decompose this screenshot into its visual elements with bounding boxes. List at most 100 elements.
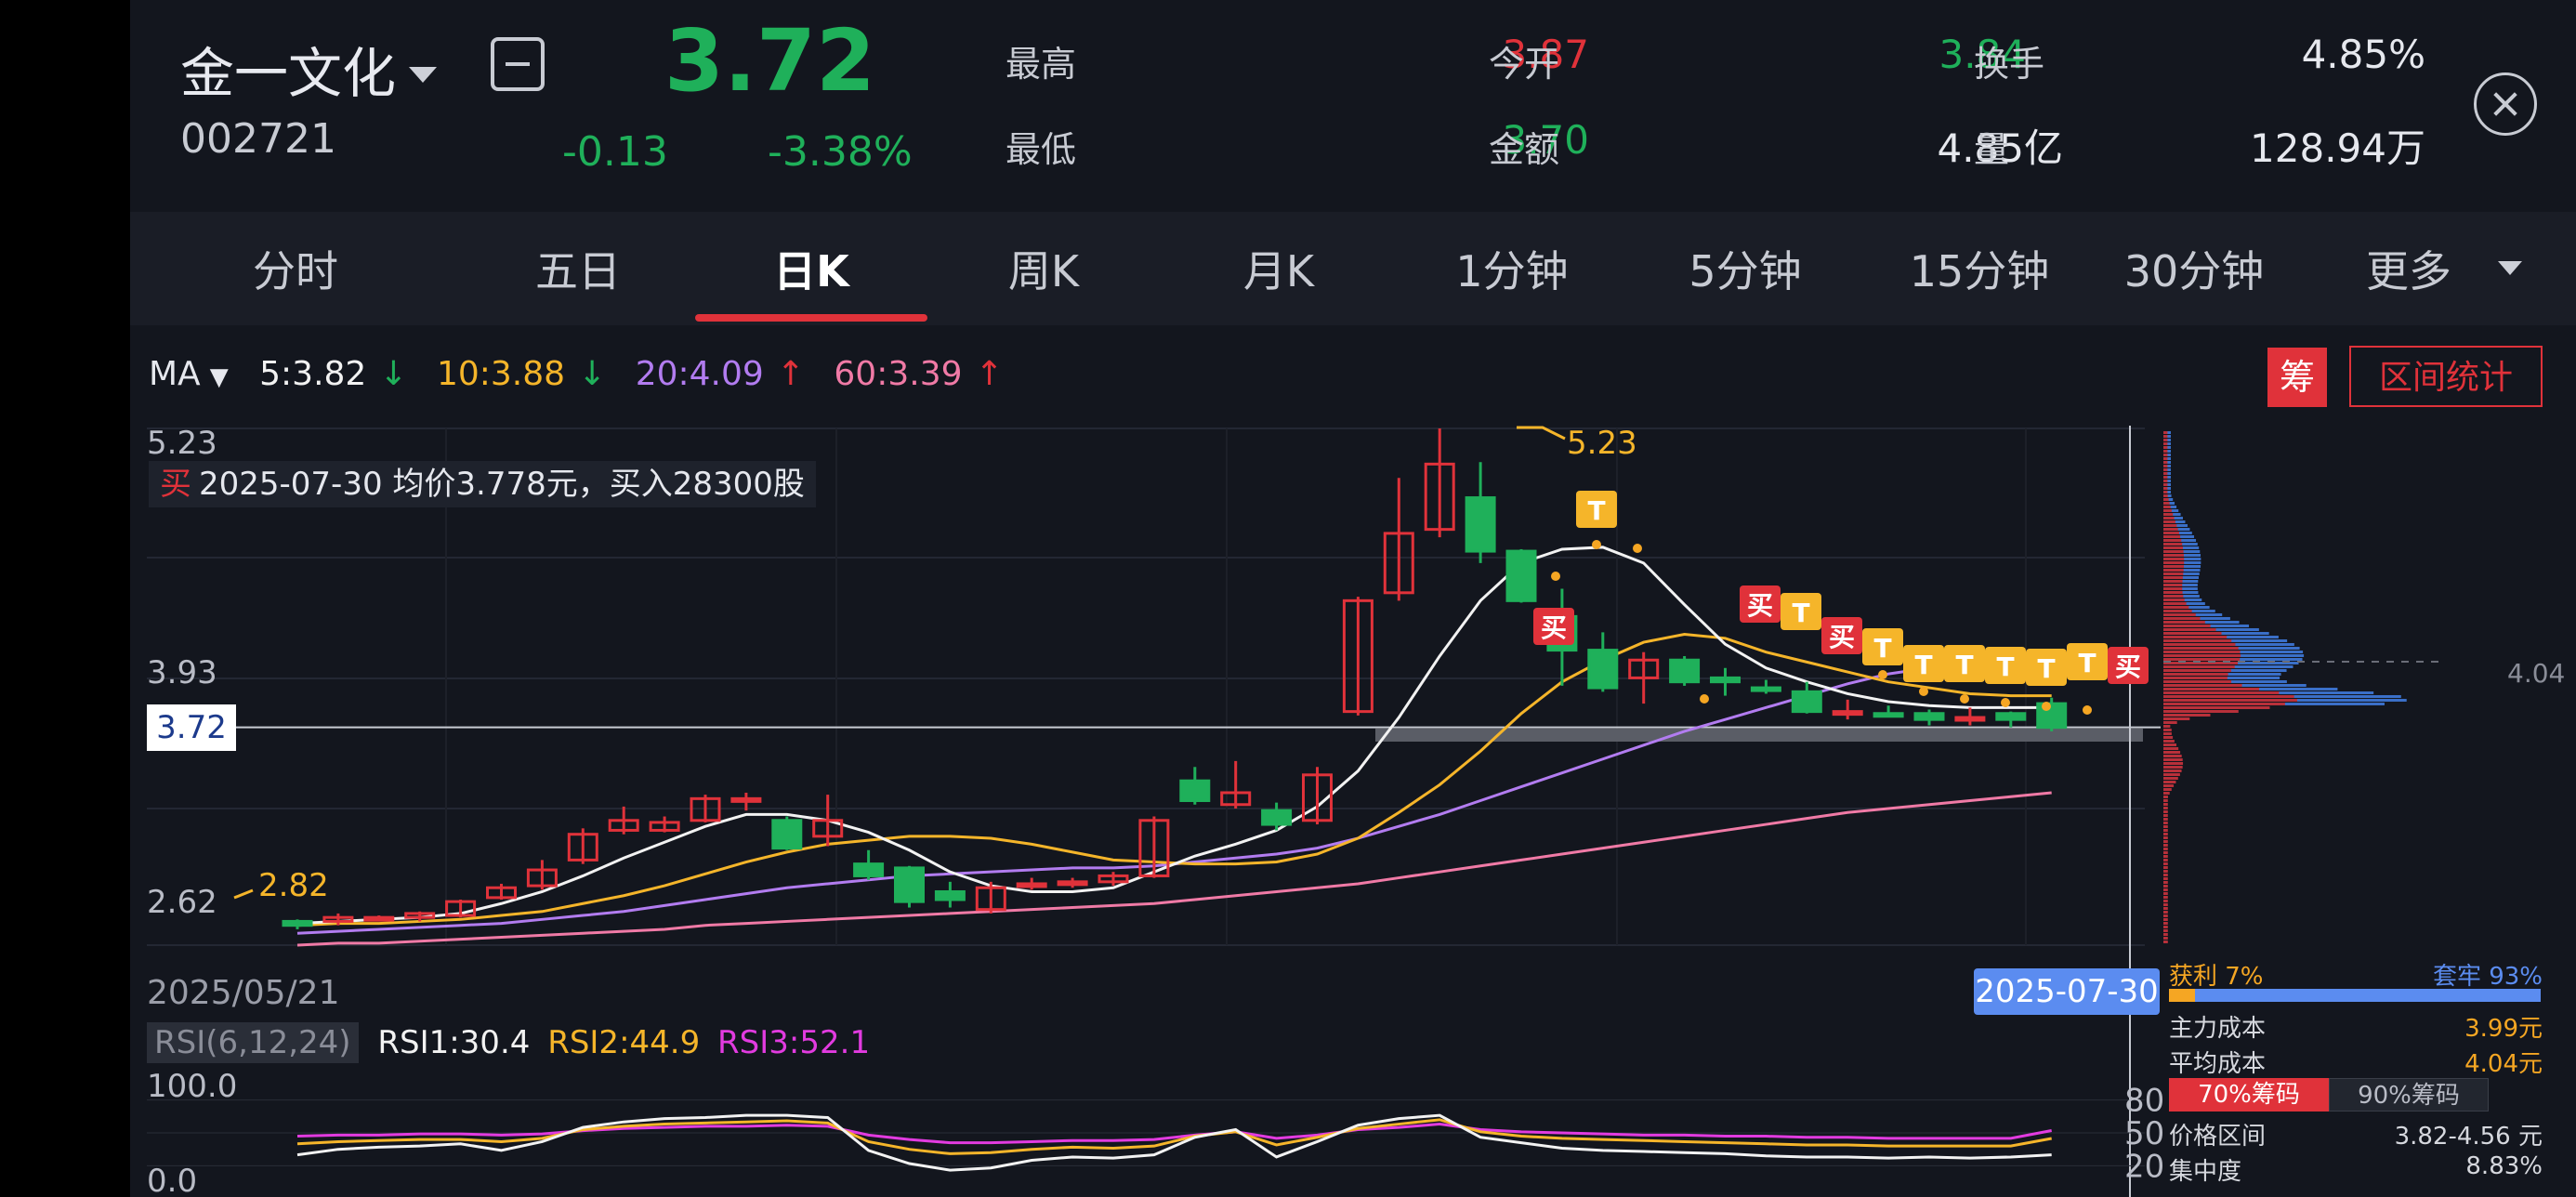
rsi2-value: RSI2:44.9 [547, 1024, 701, 1061]
chip-bar [2163, 691, 2280, 694]
chip-toggle-button[interactable]: 筹 [2267, 348, 2327, 407]
tab-monthly-k[interactable]: 月K [1242, 246, 1315, 296]
candle-body [1057, 880, 1088, 887]
tab-chip-90[interactable]: 90%筹码 [2329, 1078, 2489, 1112]
rsi-param-button[interactable]: RSI(6,12,24) [147, 1022, 359, 1063]
candle-body [1954, 716, 1986, 722]
chip-bar [2163, 900, 2168, 902]
candle-body [1669, 658, 1701, 684]
chip-bar [2163, 587, 2183, 590]
chip-bar [2163, 825, 2168, 828]
tab-more[interactable]: 更多 [2366, 246, 2451, 296]
trapped-ratio-label: 套牢 93% [2432, 963, 2543, 991]
t-marker [1862, 628, 1903, 665]
buy-marker-label: 买 [1829, 622, 1855, 652]
chevron-down-icon[interactable] [2498, 261, 2522, 275]
tab-5min[interactable]: 5分钟 [1689, 246, 1802, 296]
candle-body [1913, 712, 1945, 721]
low-pointer [233, 888, 254, 900]
moving-average-lines [296, 546, 2052, 947]
chip-bar [2163, 751, 2181, 754]
buy-marker [2108, 647, 2149, 684]
chip-bar [2163, 502, 2170, 505]
quote-label-open: 今开 [1489, 44, 1560, 85]
chip-bar [2163, 506, 2171, 508]
ma-label[interactable]: MA [149, 355, 201, 393]
rsi-legend[interactable]: RSI(6,12,24) RSI1:30.4 RSI2:44.9 RSI3:52… [147, 1022, 870, 1063]
chip-bar [2163, 524, 2177, 527]
collapse-icon[interactable] [491, 37, 545, 91]
chip-bar [2163, 651, 2241, 653]
chip-bar [2163, 572, 2184, 575]
chip-bar [2163, 706, 2270, 709]
main-cost-value: 3.99元 [2464, 1015, 2543, 1043]
rsi1-line [296, 1113, 2052, 1172]
chip-bar [2163, 699, 2297, 702]
close-icon[interactable] [2474, 72, 2537, 136]
chip-bar [2163, 885, 2168, 888]
chip-bar [2163, 758, 2183, 761]
trade-dot [2083, 705, 2092, 715]
candle-body [730, 796, 762, 803]
chip-bar [2163, 803, 2168, 806]
stock-name[interactable]: 金一文化 [180, 42, 397, 105]
chip-bar [2163, 576, 2183, 579]
chip-bar [2163, 546, 2184, 549]
candle-body [363, 915, 395, 922]
chip-bar [2163, 833, 2168, 835]
tab-1min[interactable]: 1分钟 [1455, 246, 1569, 296]
triangle-down-icon[interactable]: ▼ [209, 363, 229, 391]
low-price-label: 2.82 [258, 867, 329, 904]
tab-daily-k[interactable]: 日K [773, 246, 849, 296]
chip-bar [2163, 907, 2168, 910]
tab-chip-70[interactable]: 70%筹码 [2169, 1078, 2329, 1112]
ma60-text: 60:3.39 [834, 355, 963, 393]
tab-intraday[interactable]: 分时 [253, 246, 338, 296]
candle-body [1873, 712, 1904, 718]
chip-bar [2163, 565, 2185, 568]
candle-body [934, 889, 966, 901]
chip-bar [2163, 580, 2183, 583]
chip-bar [2163, 491, 2168, 493]
tab-30min[interactable]: 30分钟 [2123, 246, 2265, 296]
ma5-text: 5:3.82 [259, 355, 367, 393]
chip-bar [2163, 914, 2168, 917]
range-stats-button[interactable]: 区间统计 [2349, 346, 2543, 407]
cursor-date-tag: 2025-07-30 [1974, 968, 2160, 1015]
candle-body [526, 868, 558, 888]
chevron-down-icon[interactable] [409, 67, 437, 83]
tab-15min[interactable]: 15分钟 [1909, 246, 2050, 296]
candle-body [445, 900, 477, 917]
chip-bar [2163, 888, 2168, 891]
chip-bar [2163, 714, 2211, 717]
t-marker-label: T [1955, 650, 1973, 680]
candle-body [1750, 686, 1781, 692]
profit-ratio-bar [2169, 989, 2541, 1002]
chip-bar [2163, 465, 2168, 467]
tab-five-day[interactable]: 五日 [535, 246, 621, 296]
chip-bar [2163, 926, 2168, 928]
candle-body [975, 886, 1006, 912]
candle-body [567, 833, 598, 862]
trade-dot [1919, 687, 1928, 696]
candle-body [812, 819, 844, 838]
chip-bar [2163, 584, 2183, 586]
chip-bar [2163, 617, 2201, 620]
arrow-up-icon: ↑ [975, 355, 1004, 393]
chip-bar [2163, 799, 2168, 802]
chip-bar [2163, 532, 2179, 534]
chip-bar [2163, 755, 2182, 757]
quote-label-turnover: 换手 [1974, 44, 2045, 85]
chip-bar [2163, 669, 2231, 672]
t-marker-label: T [1873, 633, 1891, 664]
ma20-text: 20:4.09 [635, 355, 764, 393]
rsi-level-label: 80 [2124, 1083, 2164, 1120]
tab-weekly-k[interactable]: 周K [1007, 246, 1080, 296]
chip-bar [2163, 680, 2232, 683]
ma-legend[interactable]: MA ▼ 5:3.82 ↓ 10:3.88 ↓ 20:4.09 ↑ 60:3.39 ↑ [149, 355, 1022, 393]
quote-label-low: 最低 [1005, 129, 1077, 170]
chip-bar [2163, 558, 2185, 560]
trade-record-note[interactable]: 买 2025-07-30 均价3.778元，买入28300股 [149, 461, 816, 507]
